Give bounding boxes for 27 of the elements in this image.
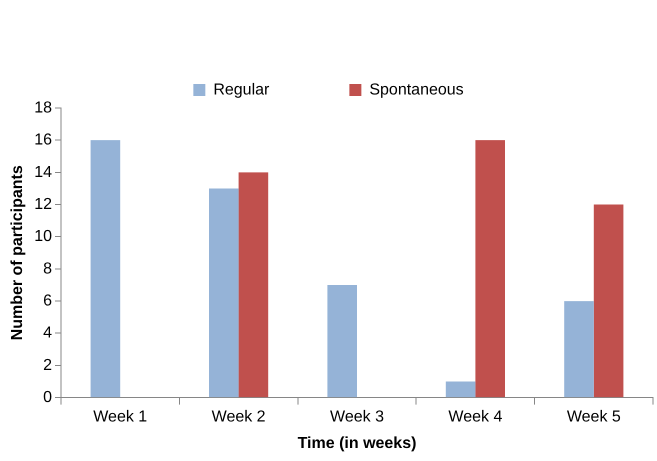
y-tick-label: 16 <box>34 132 52 149</box>
bar <box>209 188 239 398</box>
bar <box>564 301 594 398</box>
y-tick-label: 10 <box>34 228 52 246</box>
x-tick-label: Week 1 <box>93 408 148 426</box>
y-tick-label: 4 <box>43 324 52 342</box>
y-tick-label: 18 <box>34 99 52 116</box>
y-tick-label: 14 <box>34 164 52 181</box>
bar <box>446 382 476 398</box>
y-tick-label: 2 <box>43 356 52 374</box>
y-tick-label: 6 <box>43 292 52 310</box>
x-axis-title: Time (in weeks) <box>298 434 416 452</box>
y-tick-label: 12 <box>34 196 52 213</box>
bar <box>475 140 505 398</box>
bar <box>90 140 120 398</box>
y-axis-title: Number of participants <box>9 165 26 340</box>
y-tick-label: 8 <box>43 260 52 278</box>
bar <box>327 284 357 398</box>
x-tick-label: Week 3 <box>330 408 384 426</box>
x-tick-label: Week 4 <box>448 408 502 426</box>
x-tick-label: Week 2 <box>212 408 266 426</box>
bar <box>594 204 624 398</box>
bar <box>238 172 268 398</box>
legend-label: Spontaneous <box>369 81 464 98</box>
legend-label: Regular <box>213 81 270 98</box>
x-tick-label: Week 5 <box>566 408 621 426</box>
y-tick-label: 0 <box>43 389 52 406</box>
